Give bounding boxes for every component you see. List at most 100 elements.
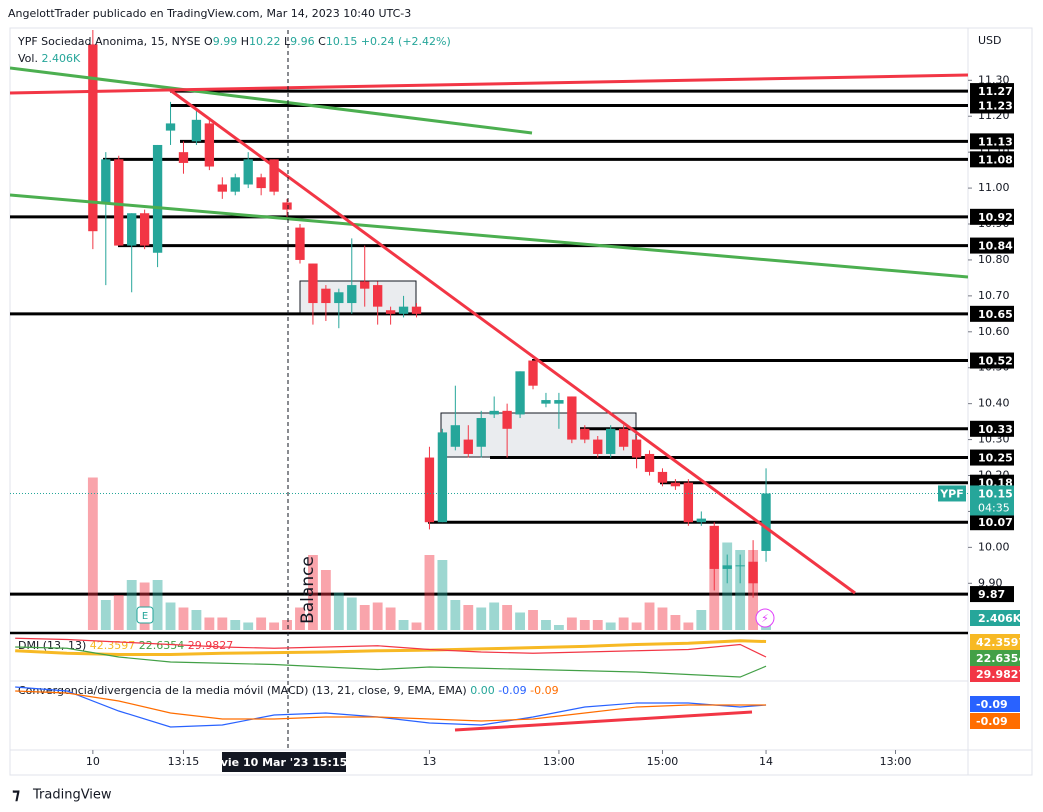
candle-body (295, 227, 305, 260)
volume-bar (282, 620, 292, 630)
volume-bar (256, 617, 267, 630)
volume-bar (230, 620, 241, 630)
volume-bar (191, 610, 202, 630)
trend-lines (10, 66, 968, 595)
candle-body (101, 159, 111, 203)
level-label: 9.87 (978, 588, 1005, 601)
legend-value: 0.00 (470, 684, 495, 697)
indicator-label: 29.9827 (976, 668, 1026, 681)
level-badge (970, 352, 1014, 369)
trend-line (10, 66, 533, 135)
volume-bar (515, 612, 525, 630)
candle-body (269, 159, 279, 192)
volume-bar (657, 607, 668, 630)
candle-body (670, 482, 681, 487)
axes: 9.9010.0010.1010.2010.3010.4010.5010.601… (86, 73, 1026, 772)
range-box (440, 412, 637, 458)
event-icon[interactable] (136, 606, 154, 624)
volume-bar (424, 555, 435, 630)
legend-value: -0.09 (530, 684, 558, 697)
plot (10, 30, 968, 630)
legend-value: 10.15 (326, 35, 358, 48)
macd-line (15, 690, 767, 722)
volume-bar (722, 542, 733, 630)
volume-legend: Vol. 2.406K (18, 52, 81, 65)
indicator-badge (970, 713, 1020, 729)
legend: YPF Sociedad Anonima, 15, NYSE O9.99 H10… (17, 35, 451, 48)
volume-bar (605, 622, 616, 630)
volume-bar (579, 620, 590, 630)
volume-bar (450, 600, 461, 630)
volume-bar (204, 617, 215, 630)
event-icon[interactable] (755, 608, 775, 628)
candle-body (152, 144, 163, 253)
candle-body (463, 439, 473, 454)
volume-bar (165, 602, 176, 630)
y-tick-label: 10.00 (978, 540, 1010, 553)
event-icon-label: E (142, 611, 148, 622)
volume-badge (970, 610, 1020, 626)
legend-change: +0.24 (+2.42%) (361, 35, 451, 48)
trend-line (10, 73, 968, 95)
legend-key: O (204, 35, 213, 48)
level-label: 10.65 (978, 308, 1013, 321)
volume-bar (541, 620, 551, 630)
volume-bar (683, 622, 694, 630)
candle-body (515, 371, 525, 415)
volume-bar (295, 607, 305, 630)
candle-body (204, 123, 215, 167)
level-badge (970, 97, 1014, 114)
legend-value: 10.22 (249, 35, 281, 48)
countdown: 04:35 (978, 501, 1010, 514)
y-tick-label: 11.00 (978, 181, 1010, 194)
y-tick-label: 10.60 (978, 325, 1010, 338)
candle-body (657, 471, 668, 483)
indicator-badge (970, 696, 1020, 712)
legend-key: Convergencia/divergencia de la media móv… (18, 684, 467, 697)
legend-key: Vol. (18, 52, 38, 65)
level-label: 11.23 (978, 99, 1013, 112)
volume-bar (100, 600, 111, 630)
dmi-line (15, 637, 767, 658)
indicator-badge (970, 666, 1020, 682)
ticker-label: YPF (939, 487, 964, 500)
legend-value: 9.96 (290, 35, 315, 48)
macd-line (15, 686, 767, 728)
x-tick-label: 13 (422, 755, 436, 768)
candle-body (385, 310, 396, 314)
volume-bar (463, 605, 474, 630)
legend-key: H (241, 35, 249, 48)
y-tick-label: 11.30 (978, 73, 1010, 86)
candle-body (631, 439, 642, 458)
candle-body (282, 202, 292, 210)
crosshair-label: vie 10 Mar '23 15:15 (221, 756, 348, 769)
volume-bar (411, 622, 422, 630)
candle-body (243, 159, 253, 185)
volume-bar (269, 622, 280, 630)
candle-body (165, 123, 176, 131)
candle-body (489, 410, 499, 415)
level-badge (970, 449, 1014, 466)
divergence-line (454, 710, 753, 732)
y-tick-label: 10.80 (978, 253, 1010, 266)
candle-body (256, 177, 266, 189)
level-badge (970, 514, 1014, 531)
dmi-line (15, 639, 767, 656)
volume-bar (553, 625, 564, 630)
volume-label: 2.406K (978, 612, 1022, 625)
currency: USD (978, 34, 1002, 47)
level-label: 10.25 (978, 452, 1013, 465)
indicator-badge (970, 650, 1020, 666)
footer: TradingView (32, 788, 112, 803)
candle-body (476, 418, 486, 447)
legend-value: 22.6354 (139, 639, 185, 652)
candle-body (178, 152, 189, 163)
volume-bar (217, 617, 228, 630)
trend-line (169, 88, 856, 595)
indicator-label: 22.6354 (976, 652, 1026, 665)
indicator-badge (970, 634, 1020, 650)
volume-bar (372, 602, 383, 630)
dmi-line (15, 646, 767, 678)
candle-body (618, 428, 629, 447)
x-tick-label: 14 (759, 755, 773, 768)
